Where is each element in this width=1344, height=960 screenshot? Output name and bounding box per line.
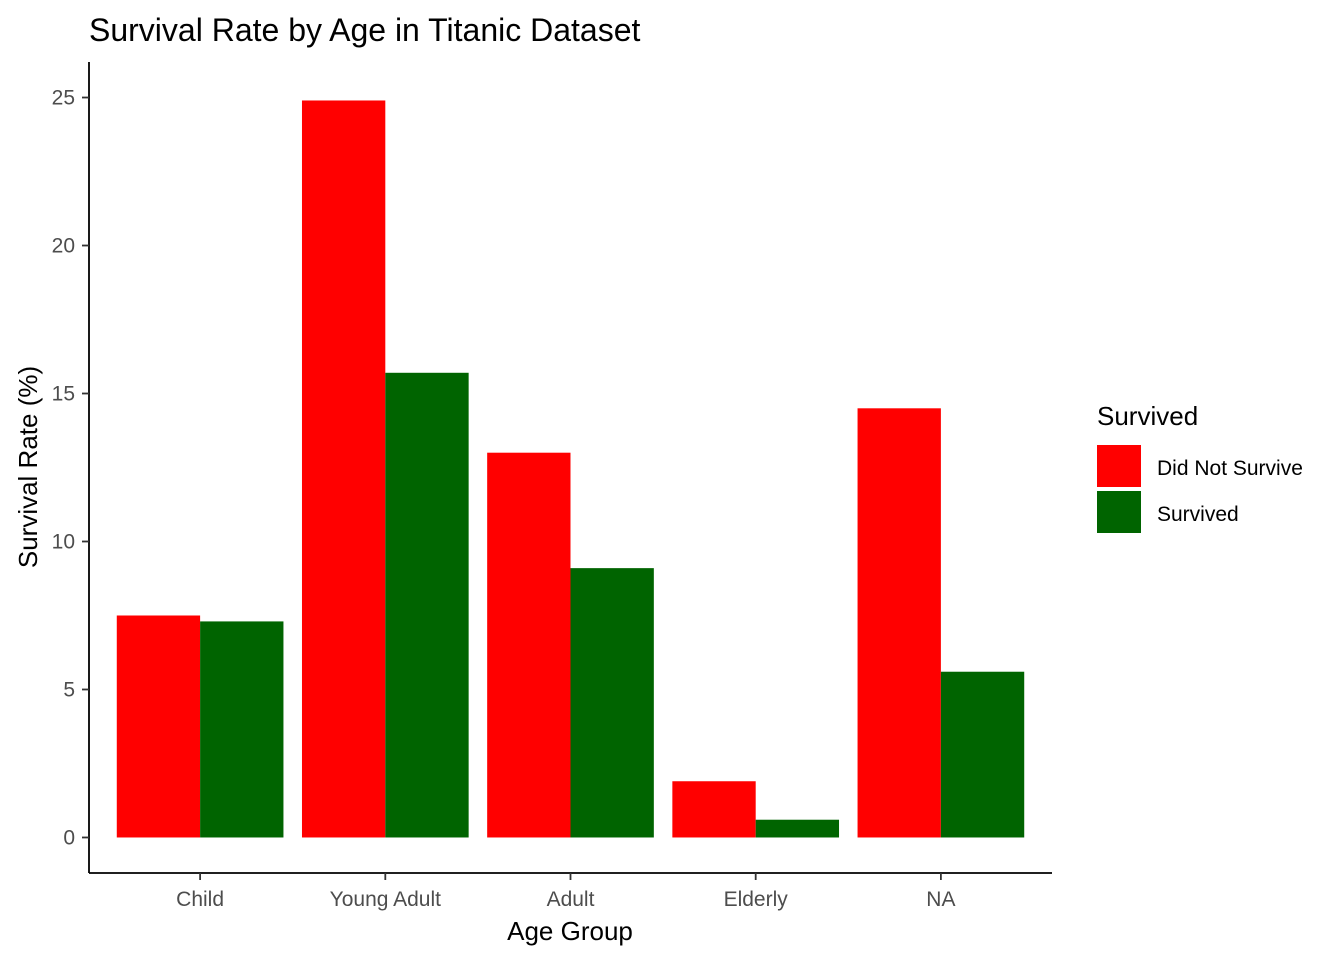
legend-title: Survived [1097, 401, 1198, 431]
bar-young-adult-survived [385, 372, 469, 838]
bar-adult-survived [570, 568, 654, 838]
y-tick-label: 20 [52, 235, 75, 258]
legend: Survived Did Not Survive Survived [1097, 401, 1303, 533]
x-tick-label-child: Child [176, 888, 224, 911]
y-tick-label: 5 [63, 678, 75, 701]
legend-items: Did Not Survive Survived [1097, 445, 1303, 533]
bar-child-did-not-survive [116, 615, 201, 838]
legend-swatch-survived [1097, 491, 1141, 533]
legend-label-survived: Survived [1157, 503, 1239, 526]
bar-adult-did-not-survive [487, 452, 571, 838]
y-tick-label: 15 [52, 383, 75, 406]
y-tick-label: 25 [52, 87, 75, 110]
x-tick-label-adult: Adult [547, 888, 595, 911]
legend-label-did-not-survive: Did Not Survive [1157, 457, 1303, 480]
x-axis-ticks: Child Young Adult Adult Elderly NA [176, 873, 955, 911]
y-tick-label: 10 [52, 530, 75, 553]
x-tick-label-young-adult: Young Adult [330, 888, 442, 911]
chart-title: Survival Rate by Age in Titanic Dataset [89, 12, 641, 48]
bar-young-adult-did-not-survive [301, 100, 386, 838]
bar-child-survived [200, 621, 284, 838]
x-tick-label-na: NA [926, 888, 955, 911]
bar-na-survived [940, 671, 1025, 838]
legend-swatch-did-not-survive [1097, 445, 1141, 487]
bar-na-did-not-survive [857, 408, 941, 838]
bar-elderly-survived [755, 819, 840, 838]
y-axis-title: Survival Rate (%) [13, 366, 43, 568]
y-axis-ticks: 0 5 10 15 20 25 [52, 87, 89, 849]
x-tick-label-elderly: Elderly [724, 888, 789, 911]
y-tick-label: 0 [63, 826, 75, 849]
bars [116, 100, 1025, 838]
x-axis-title: Age Group [507, 916, 633, 946]
bar-elderly-did-not-survive [672, 781, 756, 838]
